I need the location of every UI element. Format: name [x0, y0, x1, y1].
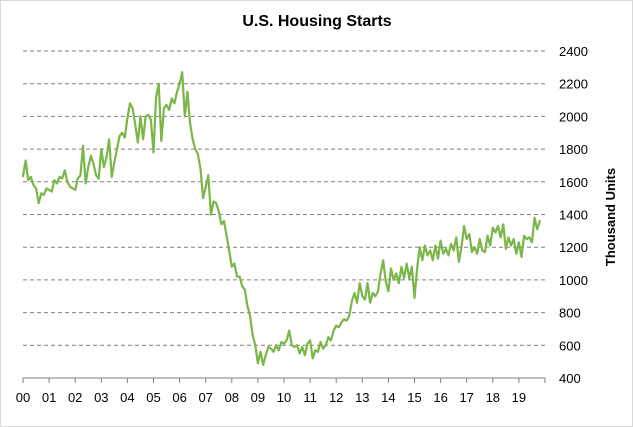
x-axis — [22, 377, 546, 383]
x-tick-label: 12 — [329, 390, 343, 405]
x-tick-label: 16 — [433, 390, 447, 405]
x-tick-label: 00 — [16, 390, 30, 405]
series-layer — [21, 71, 541, 367]
x-tick-label: 11 — [303, 390, 317, 405]
x-tick-label: 14 — [381, 390, 395, 405]
chart-title: U.S. Housing Starts — [242, 13, 391, 30]
x-tick-label: 13 — [355, 390, 369, 405]
x-tick-label: 03 — [94, 390, 108, 405]
x-tick-label: 19 — [512, 390, 526, 405]
x-tick-label: 15 — [407, 390, 421, 405]
y-tick-label: 400 — [559, 371, 581, 386]
y-tick-label: 2400 — [559, 44, 588, 59]
series-line — [21, 71, 541, 367]
x-tick-label: 10 — [277, 390, 291, 405]
y-tick-label: 2200 — [559, 77, 588, 92]
x-tick-label: 08 — [225, 390, 239, 405]
x-tick-label: 18 — [486, 390, 500, 405]
x-tick-label: 06 — [172, 390, 186, 405]
y-tick-label: 1000 — [559, 273, 588, 288]
x-tick-label: 05 — [146, 390, 160, 405]
y-axis-tick-labels: 400 600 800 1000 1200 1400 1600 1800 2000 2200 240… — [559, 44, 588, 386]
y-tick-label: 2000 — [559, 109, 588, 124]
x-tick-label: 04 — [120, 390, 134, 405]
x-tick-label: 09 — [251, 390, 265, 405]
x-axis-tick-labels: 00 01 02 03 04 05 06 07 08 09 10 11 12 13 14 15 16 17 18 19 — [16, 390, 526, 405]
y-tick-label: 1800 — [559, 142, 588, 157]
y-tick-label: 800 — [559, 306, 581, 321]
y-tick-label: 1600 — [559, 175, 588, 190]
y-tick-label: 600 — [559, 338, 581, 353]
x-tick-label: 01 — [42, 390, 56, 405]
y-tick-label: 1200 — [559, 240, 588, 255]
x-tick-label: 07 — [198, 390, 212, 405]
x-tick-label: 02 — [68, 390, 82, 405]
y-axis-title: Thousand Units — [603, 168, 618, 266]
y-tick-label: 1400 — [559, 208, 588, 223]
grid-lines — [23, 50, 545, 346]
x-tick-label: 17 — [459, 390, 473, 405]
